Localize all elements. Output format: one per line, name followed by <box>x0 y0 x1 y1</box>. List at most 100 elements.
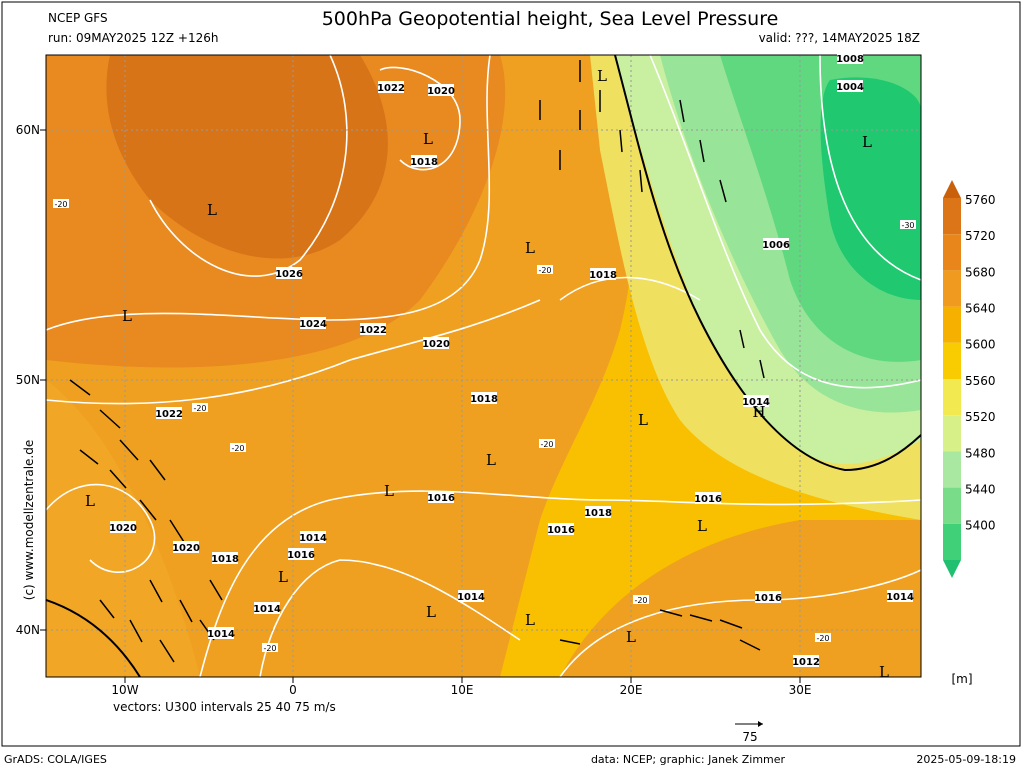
isobar <box>46 55 491 331</box>
isobar-label-bg <box>254 602 280 614</box>
field-highest <box>106 55 388 259</box>
colorbar-unit: [m] <box>951 672 972 686</box>
lon-label: 10E <box>451 683 474 697</box>
lon-label: 30E <box>789 683 812 697</box>
isobar-label: 1014 <box>253 604 281 615</box>
isobar <box>149 55 348 277</box>
isobar-label-bg <box>173 541 199 553</box>
lat-label: 40N <box>16 623 40 637</box>
low-center: L <box>85 492 95 510</box>
reference-speed: 75 <box>742 730 757 744</box>
wind-arrow <box>119 439 139 461</box>
low-center: L <box>207 201 217 219</box>
footer-left: GrADS: COLA/IGES <box>4 753 107 766</box>
isobar-label: 1014 <box>207 629 235 640</box>
isobar-label-bg <box>755 591 781 603</box>
wind-arrow <box>109 469 127 489</box>
isobar-label: 1006 <box>762 240 790 251</box>
isobar-label-bg <box>458 590 484 602</box>
isobar-label-bg <box>288 548 314 560</box>
contour-5520 <box>614 55 921 472</box>
low-center: L <box>879 663 889 681</box>
isobar-label: 1018 <box>584 508 612 519</box>
height-label-bg <box>262 643 278 652</box>
low-center: L <box>697 517 707 535</box>
isobar-label: 1016 <box>287 550 315 561</box>
isobar-label-bg <box>837 80 863 92</box>
valid-info: valid: ???, 14MAY2025 18Z <box>759 31 920 45</box>
height-label: -20 <box>193 404 206 413</box>
footer-center: data: NCEP; graphic: Janek Zimmer <box>591 753 786 766</box>
low-center: L <box>278 568 288 586</box>
wind-arrow <box>699 139 705 163</box>
colorbar-band <box>943 379 961 416</box>
isobar-label-bg <box>276 267 302 279</box>
colorbar-label: 5400 <box>965 519 996 533</box>
wind-arrow <box>739 329 745 349</box>
colorbar-label: 5560 <box>965 374 996 388</box>
wind-arrow <box>99 409 121 429</box>
colorbar-label: 5640 <box>965 302 996 316</box>
height-label: -20 <box>231 444 244 453</box>
isobar-label: 1018 <box>470 394 498 405</box>
isobar-label: 1014 <box>299 533 327 544</box>
wind-arrow <box>689 614 713 622</box>
colorbar-band <box>943 415 961 452</box>
colorbar-band <box>943 234 961 271</box>
watermark: (c) www.modellzentrale.de <box>22 440 36 600</box>
lon-label: 10W <box>111 683 138 697</box>
wind-arrow <box>69 379 91 396</box>
isobar-label-bg <box>887 590 913 602</box>
isobar-label: 1008 <box>836 54 864 65</box>
wind-arrow <box>169 519 185 543</box>
height-label-bg <box>230 443 246 452</box>
title: 500hPa Geopotential height, Sea Level Pr… <box>322 8 779 30</box>
map-field <box>46 55 921 677</box>
wind-arrow <box>759 359 765 379</box>
isobar-label-bg <box>695 492 721 504</box>
low-center: L <box>525 611 535 629</box>
isobar-label-bg <box>793 655 819 667</box>
isobar <box>819 55 921 281</box>
colorbar-end <box>943 180 961 198</box>
isobar-label-bg <box>428 491 454 503</box>
isobar <box>559 569 921 677</box>
contour-5760 <box>46 599 141 677</box>
low-center: L <box>597 67 607 85</box>
isobar-label: 1018 <box>410 157 438 168</box>
height-label: -20 <box>540 440 553 449</box>
wind-arrow <box>149 459 166 481</box>
isobar-label: 1016 <box>694 494 722 505</box>
isobar-label-bg <box>423 337 449 349</box>
isobar-label: 1024 <box>299 319 327 330</box>
colorbar-label: 5760 <box>965 193 996 207</box>
isobar-label-bg <box>585 506 611 518</box>
height-label-bg <box>192 403 208 412</box>
isobar-label-bg <box>590 268 616 280</box>
isobar-label: 1020 <box>427 86 455 97</box>
isobar-label-bg <box>360 323 386 335</box>
height-label: -20 <box>634 596 647 605</box>
isobar-label-bg <box>411 155 437 167</box>
wind-arrow <box>679 99 685 123</box>
isobar-label: 1026 <box>275 269 303 280</box>
isobar-label-bg <box>300 531 326 543</box>
low-center: L <box>426 603 436 621</box>
isobar-label: 1012 <box>792 657 820 668</box>
field-darkgreen <box>820 77 921 300</box>
frame <box>1 1 1021 747</box>
height-label-bg <box>815 633 831 642</box>
wind-arrow <box>639 169 643 193</box>
isobar-label: 1004 <box>836 82 864 93</box>
isobar <box>199 490 921 677</box>
wind-arrow <box>559 639 581 645</box>
high-center: H <box>752 403 765 421</box>
wind-arrow <box>159 639 175 663</box>
wind-vectors <box>69 60 765 663</box>
isobar-label-bg <box>156 407 182 419</box>
low-center: L <box>423 130 433 148</box>
colorbar-band <box>943 270 961 307</box>
height-label-bg <box>537 265 553 274</box>
isobar-label: 1014 <box>886 592 914 603</box>
